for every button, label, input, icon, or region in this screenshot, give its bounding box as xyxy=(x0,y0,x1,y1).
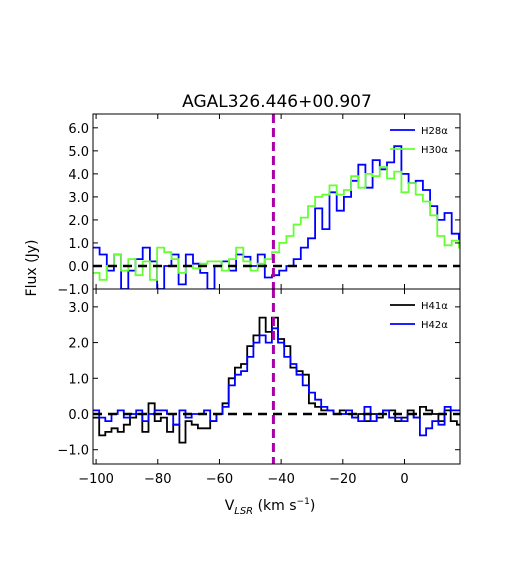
x-tick-label: −20 xyxy=(329,472,356,487)
y-tick-label: 0.0 xyxy=(68,260,89,275)
x-tick-label: 0 xyxy=(400,472,408,487)
x-tick-label: −60 xyxy=(206,472,233,487)
y-tick-label: 3.0 xyxy=(68,191,89,206)
plot-area xyxy=(93,114,460,289)
y-axis-label: Flux (Jy) xyxy=(24,240,40,297)
y-tick-label: 3.0 xyxy=(68,301,89,316)
series-line-h42 xyxy=(93,327,460,437)
y-tick-label: 6.0 xyxy=(68,122,89,137)
plot-area xyxy=(93,289,460,464)
y-tick-label: 5.0 xyxy=(68,145,89,160)
y-tick-label: −1.0 xyxy=(57,444,89,459)
y-tick-label: 2.0 xyxy=(68,337,89,352)
y-tick-label: 4.0 xyxy=(68,168,89,183)
x-tick-label: −40 xyxy=(267,472,294,487)
series-line-h30 xyxy=(93,166,460,281)
x-tick-label: −80 xyxy=(144,472,171,487)
y-tick-label: 1.0 xyxy=(68,372,89,387)
legend-label: H42α xyxy=(421,320,448,331)
legend-label: H28α xyxy=(421,126,448,137)
x-axis-label: VLSR (km s−1) xyxy=(225,497,316,517)
x-tick-label: −100 xyxy=(78,472,114,487)
axes-frame xyxy=(92,288,461,465)
axes-frame xyxy=(92,113,461,290)
legend-label: H41α xyxy=(421,301,448,312)
chart-title: AGAL326.446+00.907 xyxy=(182,92,372,112)
lower-panel: −1.0 0.0 1.0 2.0 3.0 −100 −80 −60 −40 −20 0 H41α H42… xyxy=(57,288,461,487)
y-tick-label: 2.0 xyxy=(68,214,89,229)
y-tick-label: 0.0 xyxy=(68,408,89,423)
y-tick-label: 1.0 xyxy=(68,237,89,252)
y-tick-label: −1.0 xyxy=(57,283,89,298)
upper-panel: −1.0 0.0 1.0 2.0 3.0 4.0 5.0 6.0 H28α H30α xyxy=(57,113,461,298)
legend-label: H30α xyxy=(421,145,448,156)
